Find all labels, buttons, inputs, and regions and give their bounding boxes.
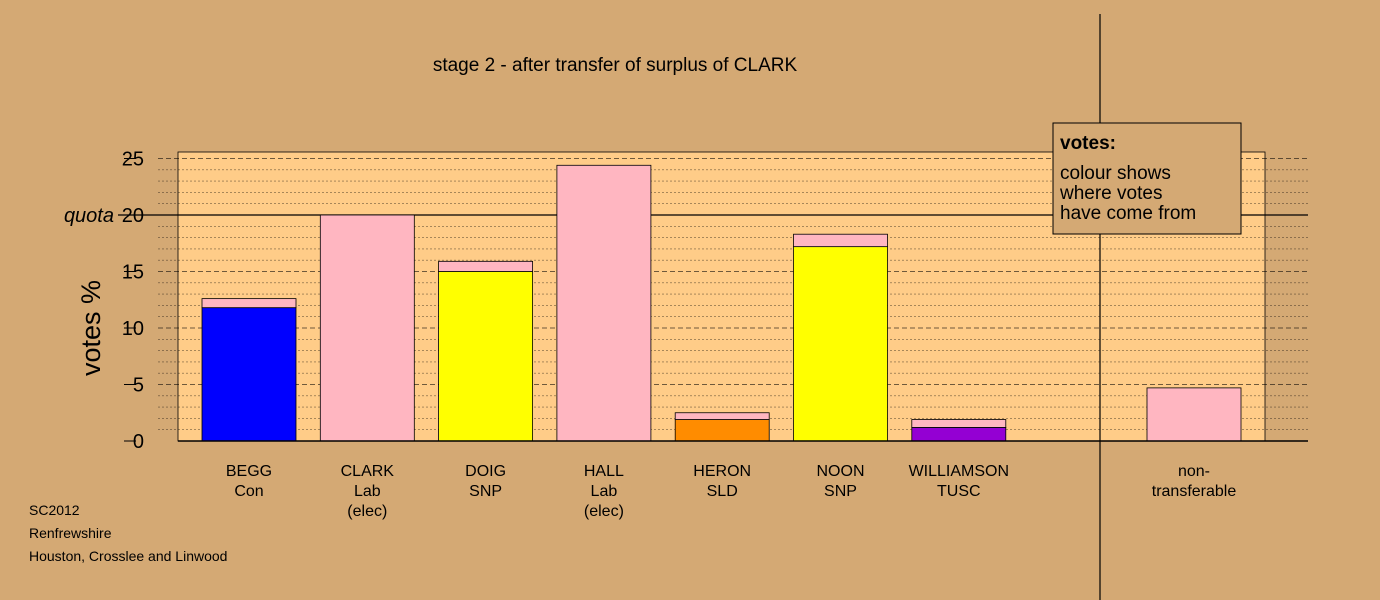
y-tick-label: 0 [133, 431, 144, 453]
y-tick-label: 20 [122, 205, 144, 227]
bar-first-heron [674, 419, 770, 442]
legend-line-3: have come from [1060, 203, 1196, 224]
bar-first-clark [319, 214, 415, 442]
bar-first-hall [556, 164, 652, 442]
legend-line-1: colour shows [1060, 163, 1171, 184]
x-label-hall: Lab [591, 483, 618, 500]
y-axis: 0 5 10 15 20 25 quota [64, 149, 144, 454]
legend-title: votes: [1060, 133, 1116, 154]
legend-box [1052, 122, 1242, 235]
bars [201, 164, 1242, 442]
y-tick-label: 10 [122, 318, 144, 340]
x-label-heron: HERON [693, 463, 751, 480]
bar-transfer-heron [674, 412, 770, 420]
quota-label: quota [64, 205, 114, 227]
footer-council: Renfrewshire [29, 525, 112, 541]
bar-transfer-williamson [911, 419, 1007, 428]
bar-transfer-noon [793, 233, 888, 248]
x-label-doig: SNP [469, 483, 502, 500]
chart-title: stage 2 - after transfer of surplus of C… [433, 55, 798, 76]
x-label-clark: CLARK [341, 463, 395, 480]
legend-line-2: where votes [1059, 183, 1162, 204]
x-label-begg: Con [234, 483, 263, 500]
x-label-noon: SNP [824, 483, 857, 500]
bar-transfer-begg [201, 298, 297, 309]
x-label-heron: SLD [707, 483, 738, 500]
x-label-nontransferable: transferable [1152, 483, 1237, 500]
bar-first-williamson [911, 427, 1007, 442]
x-label-nontransferable: non- [1178, 463, 1210, 480]
bar-nontransferable [1146, 387, 1242, 442]
x-label-hall: HALL [584, 463, 624, 480]
footer-ward: Houston, Crosslee and Linwood [29, 548, 228, 564]
y-tick-label: 25 [122, 149, 144, 171]
x-label-begg: BEGG [226, 463, 272, 480]
x-axis-labels: BEGG Con CLARK Lab (elec) DOIG SNP HALL Lab (elec… [226, 463, 1236, 520]
x-label-williamson: WILLIAMSON [909, 463, 1009, 480]
x-label-noon: NOON [817, 463, 865, 480]
footer-year: SC2012 [29, 502, 80, 518]
x-label-williamson: TUSC [937, 483, 981, 500]
y-tick-label: 15 [122, 262, 144, 284]
x-label-doig: DOIG [465, 463, 506, 480]
legend: votes: colour shows where votes have com… [1052, 122, 1242, 235]
x-label-clark: (elec) [347, 503, 387, 520]
bar-first-noon [793, 246, 888, 442]
bar-transfer-doig [438, 260, 534, 272]
bar-first-doig [438, 271, 534, 442]
bar-first-begg [201, 307, 297, 442]
y-axis-label: votes % [76, 280, 106, 376]
x-label-hall: (elec) [584, 503, 624, 520]
y-tick-label: 5 [133, 375, 144, 397]
x-label-clark: Lab [354, 483, 381, 500]
